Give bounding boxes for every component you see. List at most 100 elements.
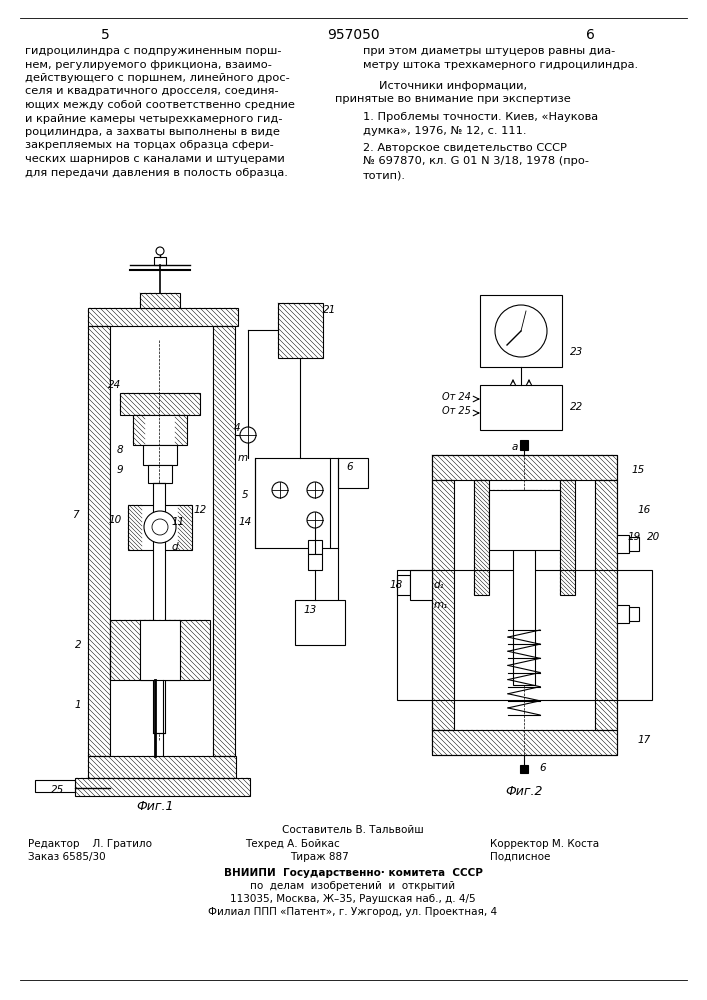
Text: 19: 19 bbox=[627, 532, 641, 542]
Text: принятые во внимание при экспертизе: принятые во внимание при экспертизе bbox=[335, 95, 571, 104]
Text: 1. Проблемы точности. Киев, «Наукова: 1. Проблемы точности. Киев, «Наукова bbox=[363, 112, 598, 122]
Bar bbox=[489, 490, 560, 550]
Text: по  делам  изобретений  и  открытий: по делам изобретений и открытий bbox=[250, 881, 455, 891]
Circle shape bbox=[272, 482, 288, 498]
Text: и крайние камеры четырехкамерного гид-: и крайние камеры четырехкамерного гид- bbox=[25, 113, 283, 123]
Bar bbox=[75, 778, 250, 796]
Text: гидроцилиндра с подпружиненным порш-: гидроцилиндра с подпружиненным порш- bbox=[25, 46, 281, 56]
Text: 6: 6 bbox=[346, 462, 354, 472]
Bar bbox=[432, 480, 454, 730]
Bar bbox=[35, 780, 75, 792]
Text: 25: 25 bbox=[52, 785, 64, 795]
Bar bbox=[88, 326, 110, 756]
Text: Филиал ППП «Патент», г. Ужгород, ул. Проектная, 4: Филиал ППП «Патент», г. Ужгород, ул. Про… bbox=[209, 907, 498, 917]
Text: селя и квадратичного дросселя, соединя-: селя и квадратичного дросселя, соединя- bbox=[25, 87, 279, 97]
Text: 21: 21 bbox=[323, 305, 337, 315]
Text: 957050: 957050 bbox=[327, 28, 380, 42]
Text: Фиг.2: Фиг.2 bbox=[506, 785, 543, 798]
Bar bbox=[629, 537, 639, 551]
Circle shape bbox=[152, 519, 168, 535]
Bar bbox=[88, 308, 238, 326]
Bar bbox=[410, 570, 432, 600]
Text: Фиг.1: Фиг.1 bbox=[136, 800, 174, 813]
Bar bbox=[153, 483, 165, 733]
Bar bbox=[432, 730, 617, 755]
Bar bbox=[338, 458, 368, 488]
Text: 23: 23 bbox=[570, 347, 583, 357]
Bar bbox=[520, 440, 528, 450]
Text: 5: 5 bbox=[242, 490, 248, 500]
Text: 1: 1 bbox=[75, 700, 81, 710]
Text: ческих шарниров с каналами и штуцерами: ческих шарниров с каналами и штуцерами bbox=[25, 154, 285, 164]
Text: 13: 13 bbox=[303, 605, 317, 615]
Bar bbox=[474, 480, 489, 595]
Text: От 25: От 25 bbox=[442, 406, 471, 416]
Bar bbox=[133, 415, 187, 445]
Text: Тираж 887: Тираж 887 bbox=[290, 852, 349, 862]
Text: Подписное: Подписное bbox=[490, 852, 550, 862]
Circle shape bbox=[307, 482, 323, 498]
Text: Техред А. Бойкас: Техред А. Бойкас bbox=[245, 839, 340, 849]
Bar bbox=[432, 455, 617, 755]
Bar bbox=[595, 480, 617, 730]
Text: Редактор    Л. Гратило: Редактор Л. Гратило bbox=[28, 839, 152, 849]
Text: 2. Авторское свидетельство СССР: 2. Авторское свидетельство СССР bbox=[363, 143, 567, 153]
Bar bbox=[295, 600, 345, 645]
Bar bbox=[432, 455, 617, 480]
Text: 9: 9 bbox=[117, 465, 123, 475]
Text: d: d bbox=[172, 542, 178, 552]
Text: роцилиндра, а захваты выполнены в виде: роцилиндра, а захваты выполнены в виде bbox=[25, 127, 280, 137]
Text: Источники информации,: Источники информации, bbox=[379, 81, 527, 91]
Text: ВНИИПИ  Государственно· комитета  СССР: ВНИИПИ Государственно· комитета СССР bbox=[223, 868, 482, 878]
Text: 6: 6 bbox=[585, 28, 595, 42]
Circle shape bbox=[240, 427, 256, 443]
Text: От 24: От 24 bbox=[442, 392, 471, 402]
Circle shape bbox=[144, 511, 176, 543]
Bar bbox=[213, 326, 235, 756]
Text: 16: 16 bbox=[637, 505, 650, 515]
Circle shape bbox=[156, 247, 164, 255]
Text: при этом диаметры штуцеров равны диа-: при этом диаметры штуцеров равны диа- bbox=[363, 46, 615, 56]
Bar bbox=[255, 458, 330, 548]
Text: 4: 4 bbox=[234, 423, 240, 433]
Bar bbox=[617, 605, 629, 623]
Bar bbox=[480, 385, 562, 430]
Text: 6: 6 bbox=[539, 763, 546, 773]
Text: m: m bbox=[238, 453, 248, 463]
Text: 8: 8 bbox=[117, 445, 123, 455]
Bar bbox=[617, 535, 629, 553]
Bar bbox=[88, 756, 236, 778]
Text: Составитель В. Тальвойш: Составитель В. Тальвойш bbox=[282, 825, 424, 835]
Text: 14: 14 bbox=[238, 517, 252, 527]
Bar bbox=[120, 393, 200, 415]
Bar bbox=[140, 293, 180, 308]
Text: d₁: d₁ bbox=[434, 580, 445, 590]
Text: Корректор М. Коста: Корректор М. Коста bbox=[490, 839, 599, 849]
Text: a: a bbox=[512, 442, 518, 452]
Text: 2: 2 bbox=[75, 640, 81, 650]
Text: 18: 18 bbox=[390, 580, 403, 590]
Text: № 697870, кл. G 01 N 3/18, 1978 (про-: № 697870, кл. G 01 N 3/18, 1978 (про- bbox=[363, 156, 589, 166]
Text: 15: 15 bbox=[632, 465, 645, 475]
Text: m₁: m₁ bbox=[434, 600, 448, 610]
Text: 22: 22 bbox=[570, 402, 583, 412]
Text: 12: 12 bbox=[194, 505, 206, 515]
Bar bbox=[308, 540, 322, 554]
Circle shape bbox=[495, 305, 547, 357]
Text: 7: 7 bbox=[71, 510, 78, 520]
Bar bbox=[629, 607, 639, 621]
Text: тотип).: тотип). bbox=[363, 170, 406, 180]
Bar bbox=[308, 554, 322, 570]
Text: 11: 11 bbox=[171, 517, 185, 527]
Circle shape bbox=[307, 512, 323, 528]
Bar bbox=[560, 480, 575, 595]
Text: 20: 20 bbox=[647, 532, 660, 542]
Bar bbox=[520, 765, 528, 773]
Text: 10: 10 bbox=[108, 515, 122, 525]
Text: для передачи давления в полость образца.: для передачи давления в полость образца. bbox=[25, 167, 288, 178]
Bar bbox=[154, 257, 166, 265]
Text: действующего с поршнем, линейного дрос-: действующего с поршнем, линейного дрос- bbox=[25, 73, 290, 83]
Bar bbox=[397, 570, 652, 700]
Text: метру штока трехкамерного гидроцилиндра.: метру штока трехкамерного гидроцилиндра. bbox=[363, 60, 638, 70]
Text: 5: 5 bbox=[100, 28, 110, 42]
